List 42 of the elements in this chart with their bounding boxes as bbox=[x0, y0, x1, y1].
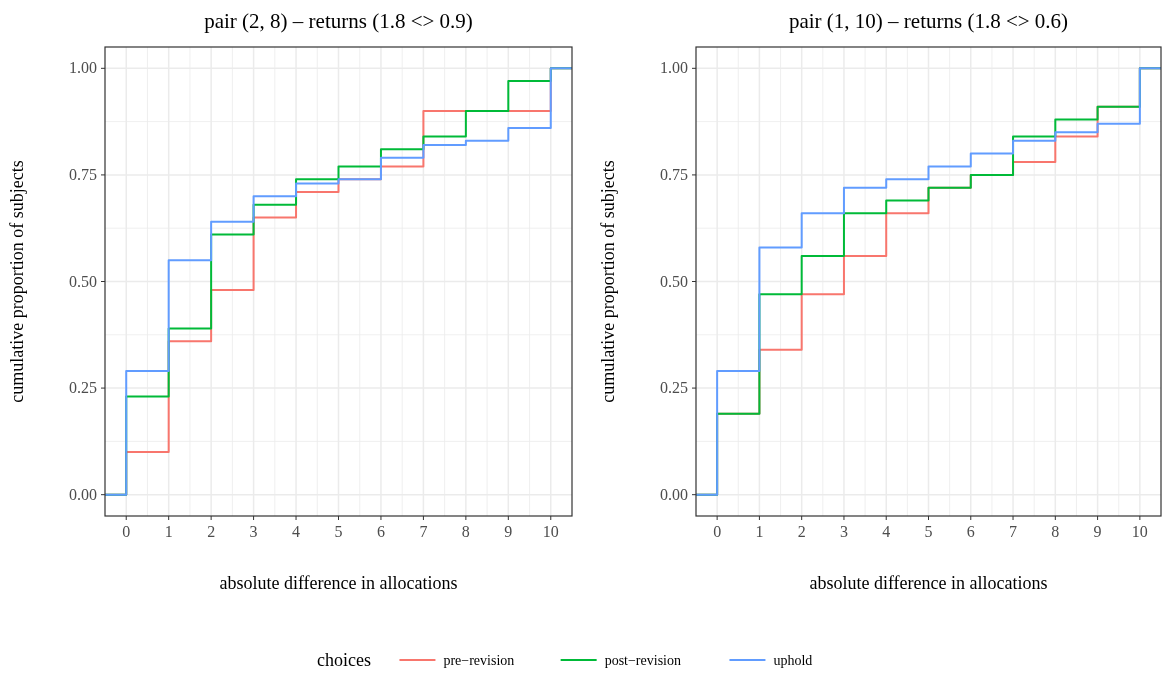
x-tick-label: 10 bbox=[1131, 523, 1148, 540]
y-axis-title: cumulative proportion of subjects bbox=[598, 160, 618, 403]
x-tick-label: 8 bbox=[461, 523, 470, 540]
x-tick-label: 10 bbox=[542, 523, 559, 540]
y-tick-label: 1.00 bbox=[660, 59, 688, 77]
x-tick-label: 3 bbox=[839, 523, 848, 540]
x-tick-label: 6 bbox=[376, 523, 385, 540]
legend-label: pre−revision bbox=[443, 653, 515, 668]
x-tick-label: 1 bbox=[755, 523, 764, 540]
x-axis-title: absolute difference in allocations bbox=[219, 573, 458, 593]
x-tick-label: 1 bbox=[164, 523, 173, 540]
x-tick-label: 5 bbox=[924, 523, 933, 540]
x-tick-label: 6 bbox=[966, 523, 975, 540]
x-tick-label: 9 bbox=[504, 523, 513, 540]
x-tick-label: 7 bbox=[1009, 523, 1018, 540]
y-tick-label: 0.25 bbox=[69, 379, 97, 397]
x-tick-label: 5 bbox=[334, 523, 343, 540]
y-tick-label: 0.50 bbox=[660, 272, 688, 290]
x-tick-label: 2 bbox=[207, 523, 216, 540]
x-tick-label: 0 bbox=[122, 523, 131, 540]
y-tick-label: 0.75 bbox=[660, 165, 688, 183]
y-tick-label: 0.00 bbox=[69, 485, 97, 503]
x-axis-title: absolute difference in allocations bbox=[809, 573, 1048, 593]
x-tick-label: 3 bbox=[249, 523, 258, 540]
x-tick-label: 9 bbox=[1093, 523, 1102, 540]
x-tick-label: 0 bbox=[713, 523, 722, 540]
chart-title: pair (2, 8) – returns (1.8 <> 0.9) bbox=[204, 9, 473, 33]
x-tick-label: 4 bbox=[292, 523, 301, 540]
legend-label: uphold bbox=[773, 653, 813, 668]
chart-title: pair (1, 10) – returns (1.8 <> 0.6) bbox=[788, 9, 1069, 33]
x-tick-label: 4 bbox=[882, 523, 891, 540]
y-tick-label: 0.25 bbox=[660, 379, 688, 397]
y-tick-label: 0.00 bbox=[660, 485, 688, 503]
x-tick-label: 2 bbox=[797, 523, 806, 540]
y-tick-label: 1.00 bbox=[69, 59, 97, 77]
x-tick-label: 8 bbox=[1051, 523, 1060, 540]
y-tick-label: 0.50 bbox=[69, 272, 97, 290]
legend-label: post−revision bbox=[604, 653, 681, 668]
y-tick-label: 0.75 bbox=[69, 165, 97, 183]
legend-title: choices bbox=[316, 650, 371, 670]
x-tick-label: 7 bbox=[419, 523, 428, 540]
y-axis-title: cumulative proportion of subjects bbox=[7, 160, 27, 403]
